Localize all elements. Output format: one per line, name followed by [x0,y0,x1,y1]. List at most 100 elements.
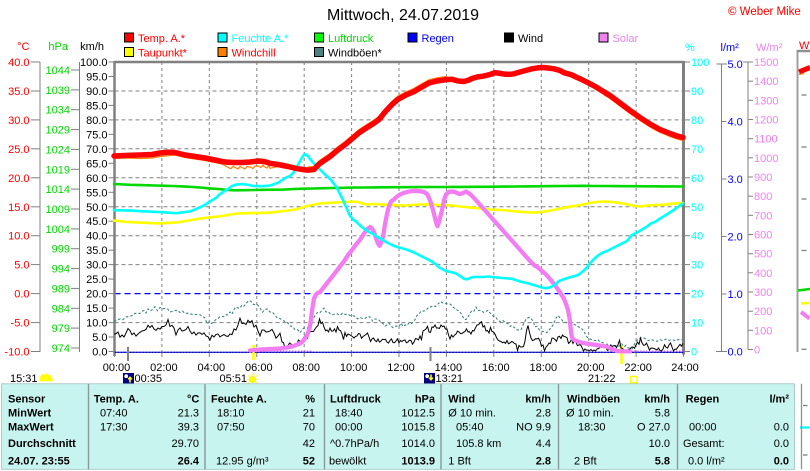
svg-text:00:00: 00:00 [335,421,363,433]
svg-text:Temp. A.: Temp. A. [94,394,139,406]
svg-text:2 Bft: 2 Bft [574,456,597,468]
svg-text:25.0: 25.0 [8,144,29,156]
svg-text:00:35: 00:35 [135,373,163,385]
svg-text:16:00: 16:00 [482,362,510,374]
svg-text:100.0: 100.0 [80,57,108,69]
svg-text:5.8: 5.8 [655,456,670,468]
svg-text:900: 900 [754,172,772,184]
svg-text:15.0: 15.0 [86,303,107,315]
svg-text:4.4: 4.4 [536,438,551,450]
svg-text:13:21: 13:21 [436,373,464,385]
svg-text:40: 40 [691,231,703,243]
svg-text:60: 60 [691,173,703,185]
svg-text:5.0: 5.0 [92,332,107,344]
svg-text:°C: °C [187,394,199,406]
svg-text:%: % [685,42,695,54]
svg-text:994: 994 [52,264,70,276]
svg-text:1 Bft: 1 Bft [448,456,471,468]
svg-text:1014: 1014 [46,184,70,196]
svg-text:5.8: 5.8 [655,407,670,419]
svg-text:km/h: km/h [644,394,670,406]
svg-text:984: 984 [52,303,70,315]
svg-text:15:31: 15:31 [10,373,38,385]
svg-text:1024: 1024 [46,144,70,156]
svg-text:0: 0 [754,345,760,357]
svg-text:95.0: 95.0 [86,72,107,84]
svg-text:Ø 10 min.: Ø 10 min. [448,407,496,419]
svg-text:-10.0: -10.0 [4,347,29,359]
svg-text:02:00: 02:00 [150,362,178,374]
svg-text:90: 90 [691,86,703,98]
svg-text:0.0: 0.0 [14,289,29,301]
svg-text:W/m²: W/m² [756,42,783,54]
svg-text:1004: 1004 [46,224,70,236]
svg-text:200: 200 [754,306,772,318]
svg-text:40.0: 40.0 [8,57,29,69]
svg-text:Mittwoch, 24.07.2019: Mittwoch, 24.07.2019 [327,7,479,24]
svg-text:MinWert: MinWert [8,407,52,419]
svg-text:75.0: 75.0 [86,129,107,141]
svg-text:l/m²: l/m² [769,394,789,406]
svg-text:Solar: Solar [613,33,639,45]
svg-text:30: 30 [691,260,703,272]
svg-text:17:30: 17:30 [100,421,128,433]
svg-text:20.0: 20.0 [8,173,29,185]
svg-text:Sensor: Sensor [8,394,46,406]
svg-text:2.8: 2.8 [536,407,551,419]
svg-text:35.0: 35.0 [8,86,29,98]
svg-text:-5.0: -5.0 [11,318,30,330]
svg-text:O 27.0: O 27.0 [637,421,670,433]
svg-text:Luftdruck: Luftdruck [330,394,382,406]
svg-text:10:00: 10:00 [340,362,368,374]
svg-text:30.0: 30.0 [86,260,107,272]
svg-text:0.0: 0.0 [774,456,789,468]
svg-text:70.0: 70.0 [86,144,107,156]
svg-text:105.8 km: 105.8 km [456,438,501,450]
svg-text:Feuchte A.*: Feuchte A.* [232,33,290,45]
svg-text:2.0: 2.0 [728,232,743,244]
svg-text:Regen: Regen [686,394,720,406]
svg-text:39.3: 39.3 [178,421,199,433]
svg-text:°C: °C [17,41,29,53]
svg-text:1012.5: 1012.5 [401,407,435,419]
svg-text:05:40: 05:40 [456,421,484,433]
svg-text:700: 700 [754,210,772,222]
svg-text:1000: 1000 [754,153,778,165]
svg-text:20: 20 [691,289,703,301]
svg-text:0.0: 0.0 [774,438,789,450]
svg-text:25.0: 25.0 [86,274,107,286]
svg-text:29.70: 29.70 [171,438,199,450]
svg-text:24:00: 24:00 [671,362,699,374]
svg-text:NO 9.9: NO 9.9 [516,421,551,433]
svg-text:50: 50 [691,202,703,214]
svg-text:0: 0 [691,347,697,359]
svg-text:85.0: 85.0 [86,100,107,112]
svg-text:Luftdruck: Luftdruck [328,33,374,45]
svg-text:Regen: Regen [422,33,454,45]
svg-text:%: % [305,394,315,406]
svg-text:26.4: 26.4 [178,456,200,468]
svg-text:1014.0: 1014.0 [401,438,435,450]
svg-text:42: 42 [303,438,315,450]
svg-text:55.0: 55.0 [86,187,107,199]
svg-text:60.0: 60.0 [86,173,107,185]
svg-text:10.0: 10.0 [649,438,670,450]
svg-text:80.0: 80.0 [86,115,107,127]
svg-text:1100: 1100 [754,134,778,146]
svg-text:974: 974 [52,343,70,355]
svg-text:45.0: 45.0 [86,216,107,228]
svg-text:hPa: hPa [48,41,68,53]
svg-text:600: 600 [754,230,772,242]
svg-text:400: 400 [754,268,772,280]
svg-text:Gesamt:: Gesamt: [683,438,725,450]
svg-text:1039: 1039 [46,85,70,97]
svg-text:70: 70 [691,144,703,156]
svg-text:2.8: 2.8 [536,456,551,468]
svg-text:0.0: 0.0 [774,421,789,433]
svg-text:1013.9: 1013.9 [401,456,435,468]
svg-text:4.0: 4.0 [728,117,743,129]
svg-text:300: 300 [754,287,772,299]
svg-text:05:51: 05:51 [220,373,248,385]
svg-text:1400: 1400 [754,76,778,88]
svg-text:18:10: 18:10 [217,407,245,419]
